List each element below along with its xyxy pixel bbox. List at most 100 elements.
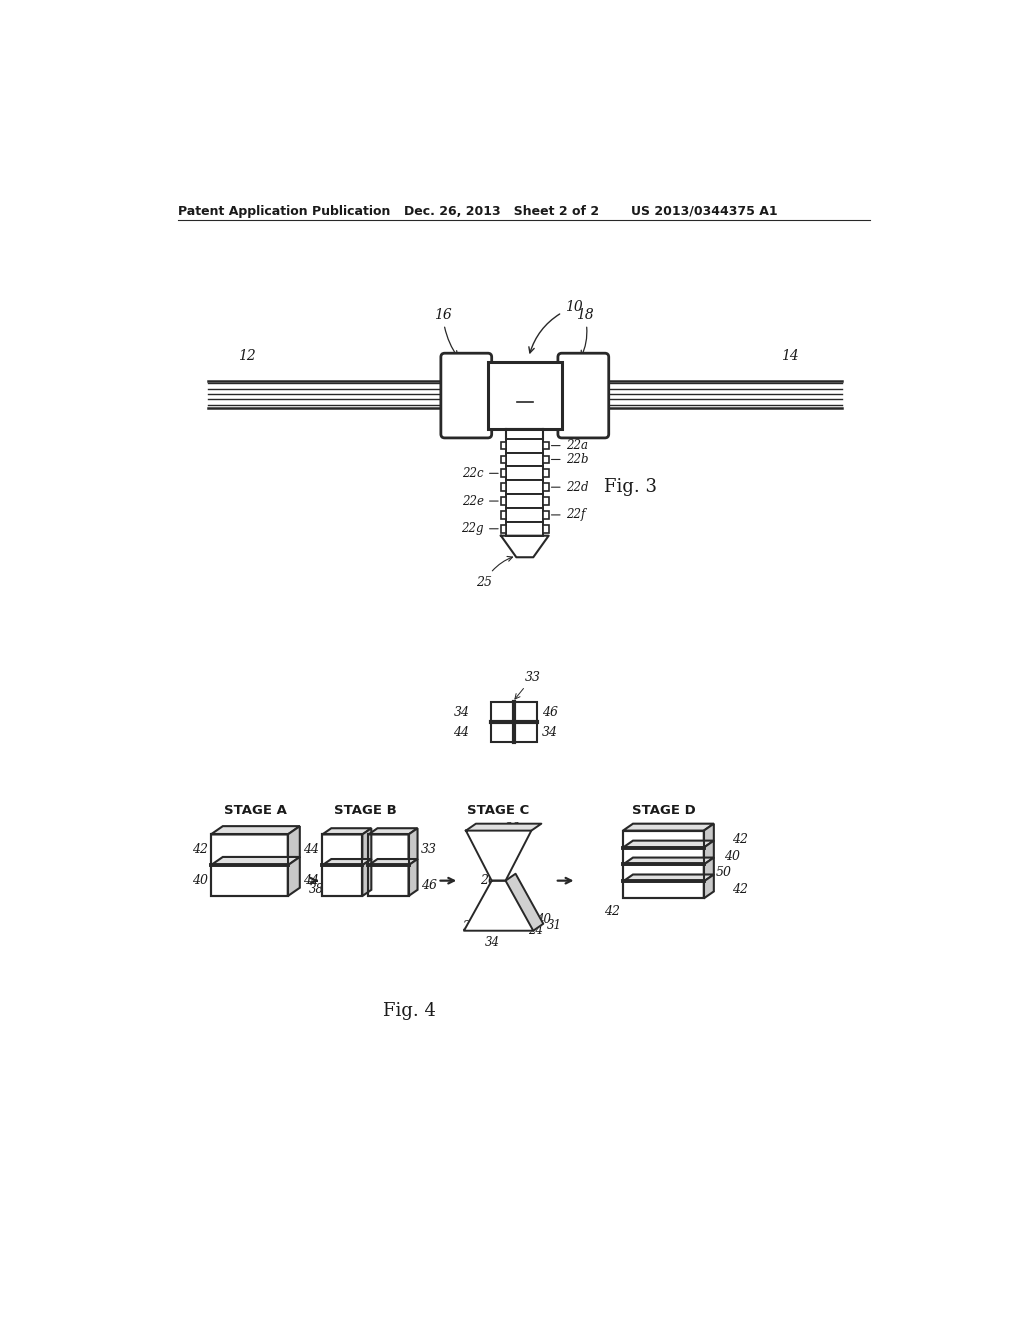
Text: 10: 10	[528, 300, 583, 352]
Text: 40: 40	[191, 874, 208, 887]
Polygon shape	[464, 880, 534, 931]
Text: 42: 42	[604, 906, 620, 917]
Text: 34: 34	[485, 936, 500, 949]
Polygon shape	[362, 859, 372, 896]
Bar	[506, 521, 544, 536]
Bar	[501, 525, 506, 533]
Bar	[623, 865, 703, 882]
Text: 20: 20	[514, 387, 536, 404]
Bar	[323, 866, 362, 896]
Text: 36: 36	[505, 851, 520, 865]
Text: US 2013/0344375 A1: US 2013/0344375 A1	[631, 205, 777, 218]
Bar	[506, 494, 544, 508]
Bar	[506, 438, 544, 453]
Text: 22f: 22f	[552, 508, 585, 521]
Bar	[623, 830, 703, 847]
Polygon shape	[623, 874, 714, 882]
Bar	[544, 498, 549, 506]
Bar	[211, 866, 288, 896]
Polygon shape	[703, 874, 714, 899]
Polygon shape	[211, 826, 300, 834]
Polygon shape	[369, 828, 418, 834]
Text: 44: 44	[454, 726, 469, 739]
Bar	[369, 834, 409, 866]
Text: 50: 50	[716, 866, 732, 879]
Text: 42: 42	[731, 883, 748, 896]
Text: 40: 40	[536, 912, 551, 925]
Bar	[623, 830, 703, 847]
Text: 26: 26	[480, 874, 497, 887]
Bar	[487, 362, 562, 429]
Polygon shape	[703, 824, 714, 847]
Text: 40: 40	[724, 850, 740, 862]
Text: STAGE B: STAGE B	[334, 804, 396, 817]
Text: 33: 33	[515, 671, 541, 700]
Text: 33: 33	[421, 843, 436, 857]
Polygon shape	[409, 859, 418, 896]
Bar	[623, 882, 703, 899]
Bar	[514, 702, 538, 722]
Bar	[506, 508, 544, 521]
Text: STAGE D: STAGE D	[632, 804, 695, 817]
Bar	[501, 470, 506, 478]
Polygon shape	[288, 857, 300, 896]
FancyBboxPatch shape	[441, 354, 492, 438]
Text: Dec. 26, 2013   Sheet 2 of 2: Dec. 26, 2013 Sheet 2 of 2	[403, 205, 599, 218]
Polygon shape	[369, 859, 418, 866]
Bar	[490, 702, 514, 722]
Polygon shape	[623, 824, 714, 830]
Text: 46: 46	[542, 705, 558, 718]
Bar	[623, 882, 703, 899]
Text: 16: 16	[434, 308, 458, 356]
Bar	[544, 470, 549, 478]
Polygon shape	[623, 858, 714, 865]
Bar	[323, 866, 362, 896]
Polygon shape	[211, 857, 300, 866]
Polygon shape	[409, 828, 418, 866]
Polygon shape	[466, 830, 531, 880]
Polygon shape	[703, 858, 714, 882]
Text: 42: 42	[731, 833, 748, 846]
Text: 44: 44	[303, 843, 318, 857]
Text: 14: 14	[781, 350, 799, 363]
Polygon shape	[288, 826, 300, 866]
Bar	[544, 455, 549, 463]
Text: 24: 24	[528, 924, 543, 937]
Polygon shape	[623, 841, 714, 847]
Text: 38: 38	[308, 883, 324, 896]
Bar	[544, 442, 549, 449]
Text: 36: 36	[505, 822, 520, 834]
Bar	[211, 834, 288, 866]
Text: Fig. 3: Fig. 3	[604, 478, 657, 496]
Text: 25: 25	[476, 557, 513, 589]
Polygon shape	[466, 824, 542, 830]
Bar	[211, 866, 288, 896]
Polygon shape	[506, 874, 544, 931]
Text: 12: 12	[239, 350, 256, 363]
Bar	[506, 466, 544, 480]
Bar	[501, 498, 506, 506]
Text: Fig. 4: Fig. 4	[383, 1002, 436, 1019]
Text: 46: 46	[421, 879, 436, 892]
Bar	[506, 480, 544, 494]
Text: 32: 32	[505, 836, 520, 849]
Bar	[323, 834, 362, 866]
Polygon shape	[362, 828, 372, 866]
Polygon shape	[703, 841, 714, 865]
Bar	[623, 847, 703, 865]
Bar	[490, 722, 514, 742]
Text: 22d: 22d	[552, 480, 588, 494]
Bar	[544, 525, 549, 533]
Bar	[623, 865, 703, 882]
Text: 28: 28	[462, 920, 477, 933]
Text: 31: 31	[547, 919, 561, 932]
Text: 22g: 22g	[462, 523, 498, 536]
Text: 22e: 22e	[462, 495, 498, 508]
FancyBboxPatch shape	[558, 354, 608, 438]
Text: 22a: 22a	[552, 440, 588, 453]
Bar	[501, 455, 506, 463]
Text: Patent Application Publication: Patent Application Publication	[178, 205, 391, 218]
Polygon shape	[501, 536, 549, 557]
Text: 34: 34	[454, 705, 469, 718]
Bar	[323, 834, 362, 866]
